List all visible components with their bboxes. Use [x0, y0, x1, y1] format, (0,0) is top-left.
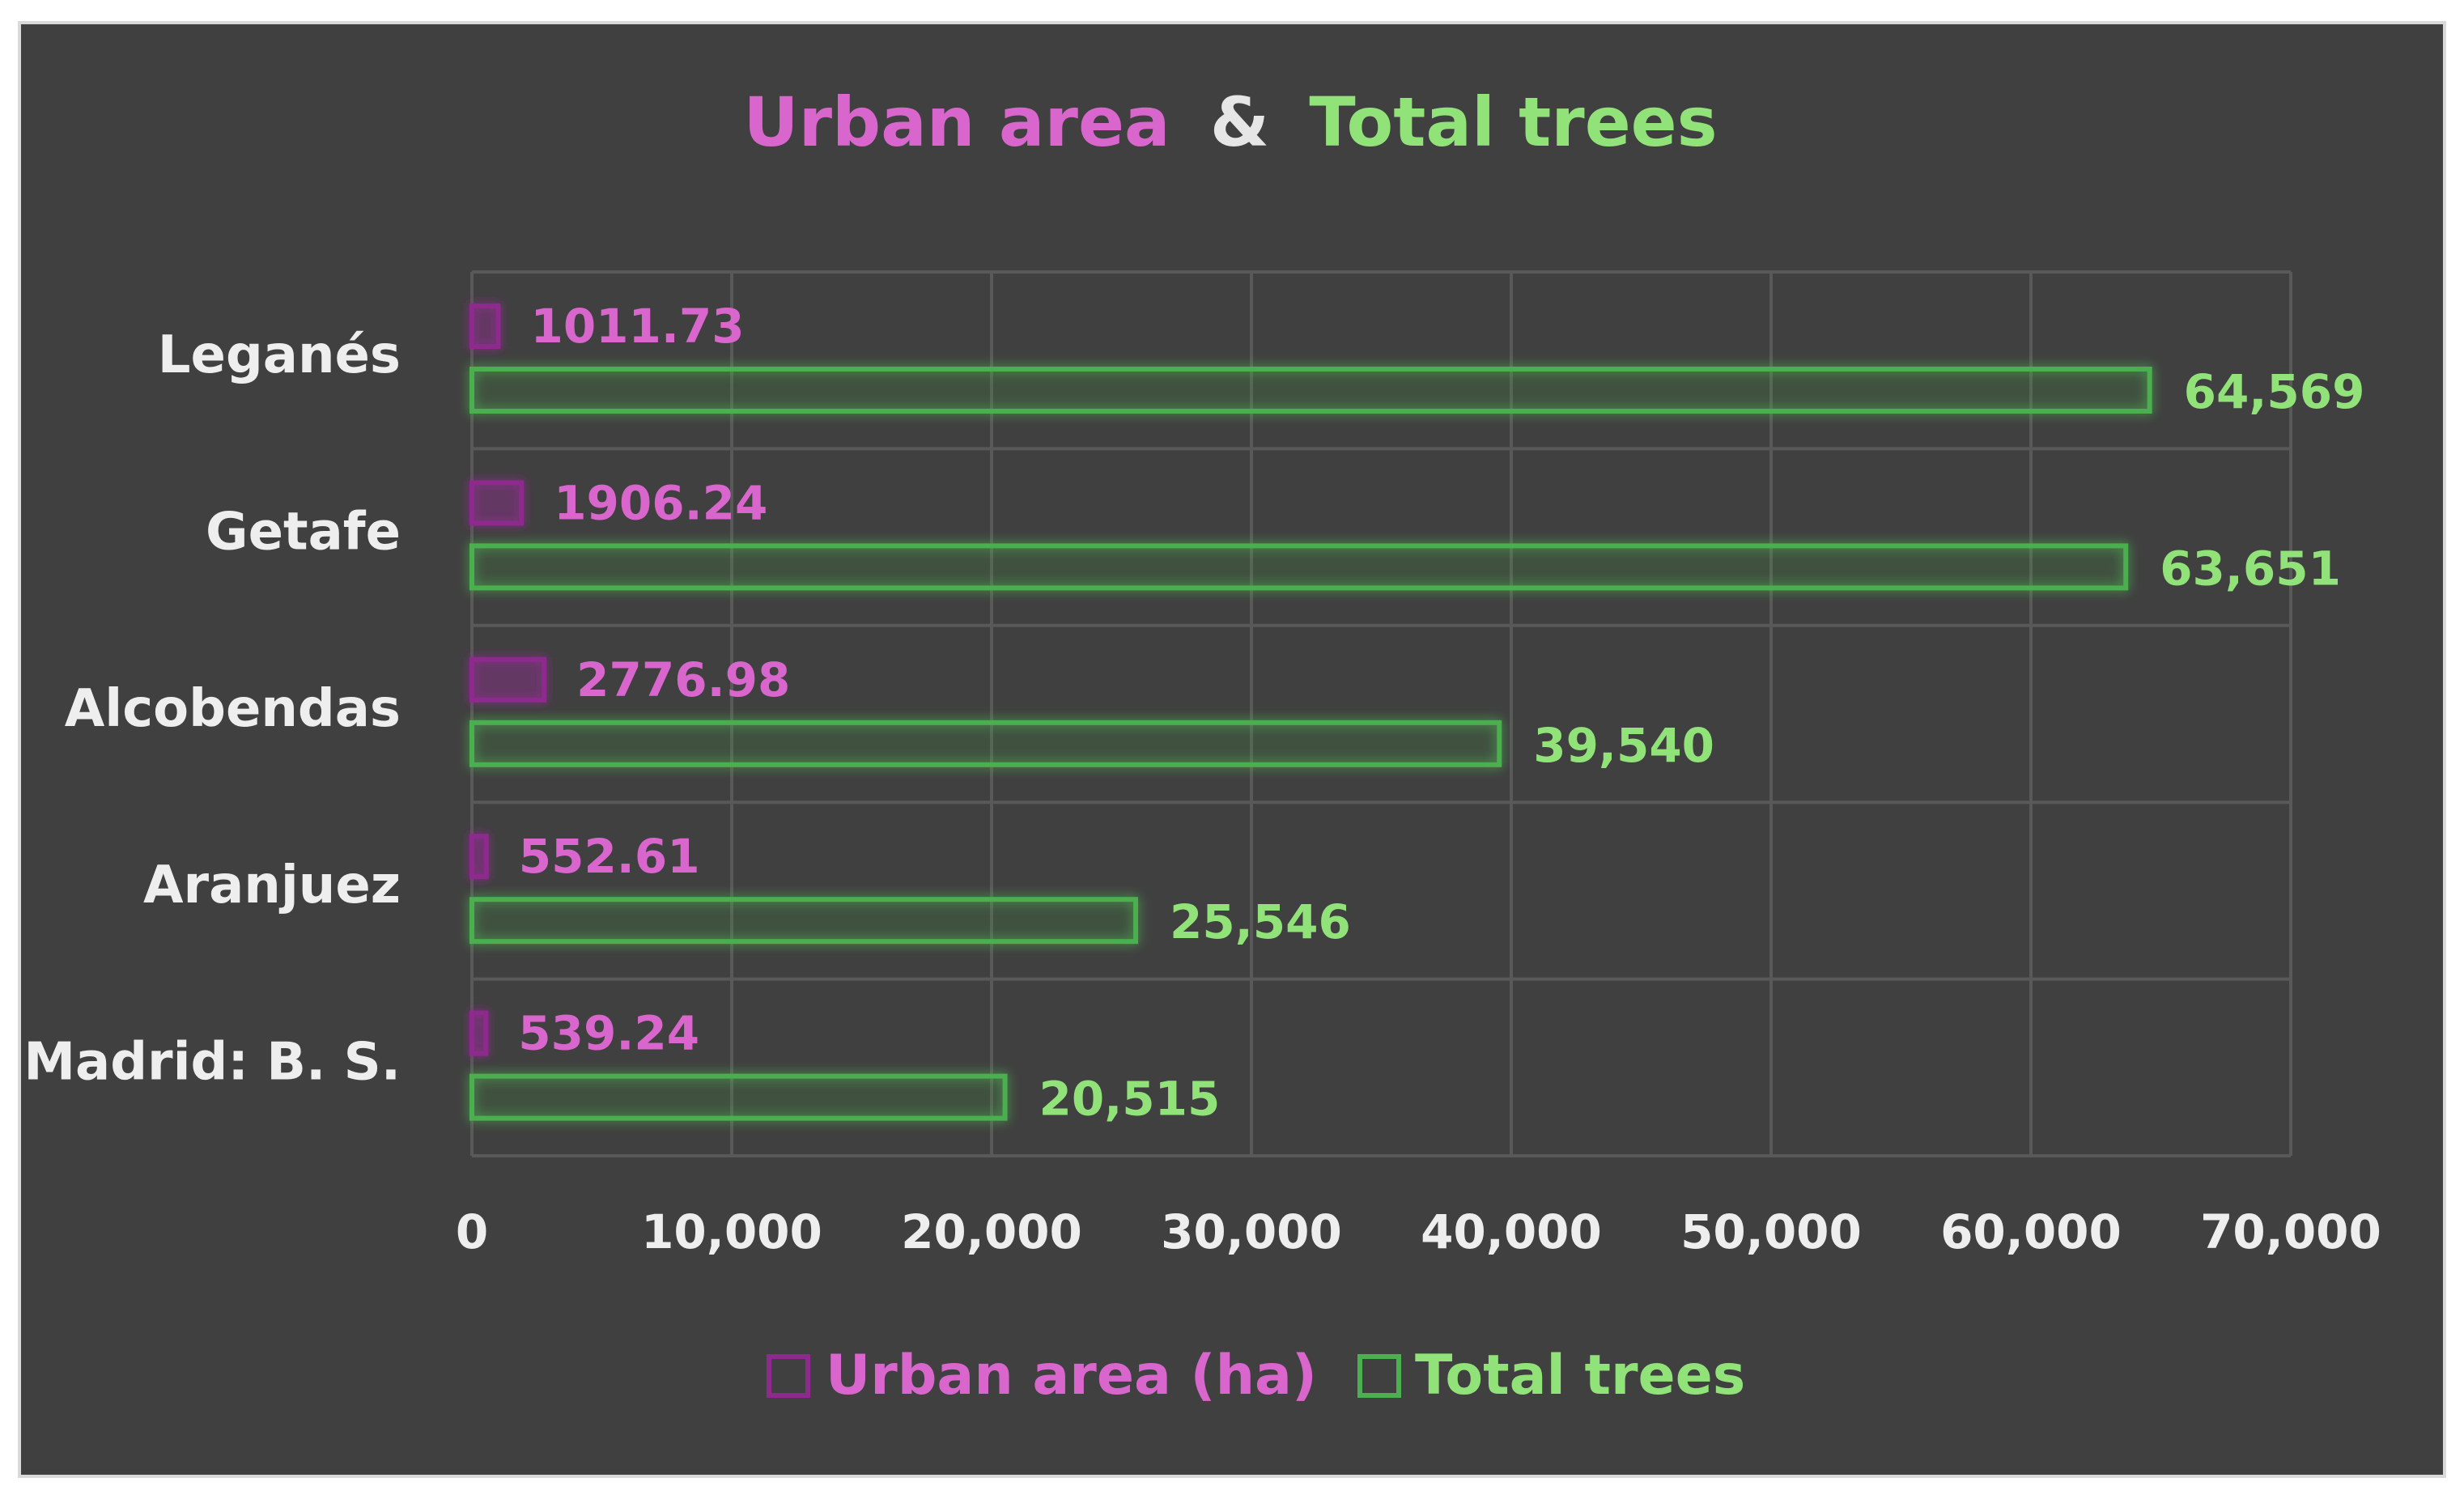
bar-urban-area [469, 834, 489, 880]
category-label: Alcobendas [65, 679, 401, 739]
data-label-urban-area: 552.61 [519, 829, 700, 884]
bar-total-trees [469, 367, 2152, 414]
x-tick-label: 50,000 [1680, 1204, 1862, 1259]
bar-urban-area [469, 1010, 489, 1056]
category-label: Madrid: B. S. [23, 1033, 401, 1093]
data-label-urban-area: 1011.73 [530, 299, 744, 354]
gridlines [470, 270, 2292, 1157]
x-tick-label: 20,000 [901, 1204, 1082, 1259]
title-urban-area: Urban area [743, 83, 1170, 162]
data-label-total-trees: 63,651 [2160, 541, 2341, 596]
bar-total-trees [469, 1073, 1008, 1121]
legend-label-urban-area: Urban area (ha) [826, 1344, 1317, 1408]
data-label-total-trees: 64,569 [2184, 364, 2365, 419]
x-tick-label: 30,000 [1161, 1204, 1342, 1259]
legend-swatch-total-trees [1357, 1354, 1401, 1398]
category-label: Aranjuez [143, 856, 401, 915]
x-tick-label: 0 [456, 1204, 488, 1259]
data-label-total-trees: 20,515 [1039, 1072, 1221, 1127]
category-label: Leganés [158, 325, 401, 385]
category-label: Getafe [206, 502, 401, 562]
bar-urban-area [469, 480, 525, 526]
chart-title: Urban area & Total trees [743, 83, 1717, 162]
x-tick-label: 60,000 [1940, 1204, 2122, 1259]
bar-urban-area [469, 304, 501, 349]
legend-swatch-urban-area [767, 1354, 810, 1398]
legend: Urban area (ha) Total trees [767, 1344, 1745, 1408]
data-label-total-trees: 39,540 [1533, 718, 1714, 773]
bar-total-trees [469, 543, 2129, 591]
title-joiner: & [1210, 83, 1269, 162]
bar-urban-area [469, 656, 547, 703]
legend-label-total-trees: Total trees [1415, 1344, 1745, 1408]
data-label-total-trees: 25,546 [1170, 894, 1351, 949]
bar-total-trees [469, 720, 1502, 767]
title-total-trees: Total trees [1309, 83, 1717, 162]
bars: 1011.73 64,569 1906.24 63,651 2776.98 39,540 5… [469, 299, 2365, 1127]
category-labels: Leganés Getafe Alcobendas Aranjuez Madrid: B… [23, 325, 401, 1093]
x-tick-label: 10,000 [641, 1204, 822, 1259]
x-tick-label: 70,000 [2200, 1204, 2381, 1259]
x-axis-tick-labels: 0 10,000 20,000 30,000 40,000 50,000 60,000 70,… [456, 1204, 2381, 1259]
data-label-urban-area: 2776.98 [576, 652, 790, 707]
data-label-urban-area: 539.24 [518, 1006, 699, 1061]
x-tick-label: 40,000 [1421, 1204, 1602, 1259]
data-label-urban-area: 1906.24 [554, 475, 767, 530]
bar-total-trees [469, 897, 1139, 945]
